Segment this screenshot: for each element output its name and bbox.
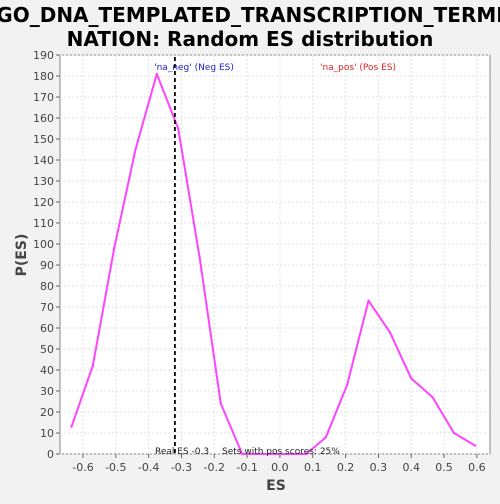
y-tick-label: 60 [40, 322, 54, 335]
x-tick-label: -0.4 [138, 461, 159, 474]
chart-title-line-2: NATION: Random ES distribution [67, 27, 434, 51]
data-point [304, 452, 308, 456]
chart-title-line-1: GO_DNA_TEMPLATED_TRANSCRIPTION_TERMI [0, 3, 500, 27]
x-tick-label: 0.6 [468, 461, 486, 474]
x-tick-label: 0.4 [402, 461, 420, 474]
x-tick-label: 0.0 [271, 461, 289, 474]
series-line [70, 72, 476, 455]
data-point [346, 383, 349, 386]
x-tick-label: 0.5 [435, 461, 453, 474]
y-tick-label: 100 [33, 238, 54, 251]
plot-area [59, 54, 491, 455]
x-tick-label: 0.3 [370, 461, 388, 474]
y-tick-label: 0 [47, 448, 54, 461]
x-tick-label: -0.1 [236, 461, 257, 474]
neg-es-label: 'na_neg' (Neg ES) [154, 63, 234, 73]
x-tick-label: 0.1 [304, 461, 322, 474]
y-tick-label: 150 [33, 133, 54, 146]
data-point [367, 299, 370, 302]
data-point [176, 127, 180, 130]
pos-es-label: 'na_pos' (Pos ES) [320, 63, 396, 73]
y-tick-label: 90 [40, 259, 54, 272]
y-tick-label: 80 [40, 280, 54, 293]
data-point [91, 364, 95, 367]
y-tick-label: 10 [40, 427, 54, 440]
x-tick-label: 0.2 [337, 461, 355, 474]
data-point [198, 255, 201, 258]
data-point [431, 396, 434, 399]
y-tick-label: 170 [33, 91, 54, 104]
y-tick-label: 130 [33, 175, 54, 188]
data-point [262, 452, 265, 456]
data-point [324, 436, 328, 439]
data-point [70, 425, 73, 428]
real-es-text: Real ES -0.3 [155, 447, 209, 457]
y-tick-label: 180 [33, 70, 54, 83]
x-axis-label: ES [266, 478, 286, 494]
y-tick-label: 50 [40, 343, 54, 356]
sets-with-pos-text: Sets with pos scores: 25% [222, 447, 340, 457]
y-tick-label: 110 [33, 217, 54, 230]
x-ticks: -0.6 -0.5 -0.4 -0.3 -0.2 -0.1 0.0 0.1 0.2 0.3 0.4 0… [72, 454, 486, 474]
y-tick-label: 120 [33, 196, 54, 209]
data-point [410, 377, 413, 380]
data-point [219, 402, 223, 405]
data-point [388, 331, 392, 334]
y-tick-label: 20 [40, 406, 54, 419]
data-point [474, 444, 477, 447]
y-axis-label: P(ES) [14, 234, 30, 277]
y-tick-label: 140 [33, 154, 54, 167]
y-tick-label: 160 [33, 112, 54, 125]
data-point [155, 72, 159, 76]
y-tick-label: 190 [33, 49, 54, 62]
x-tick-label: -0.6 [72, 461, 93, 474]
data-point [240, 452, 244, 456]
data-point [283, 452, 287, 456]
y-ticks: 0 10 20 30 40 50 60 70 80 90 100 110 120 130 140 150 160… [33, 49, 60, 461]
x-tick-label: -0.5 [105, 461, 126, 474]
series-layer [70, 57, 477, 456]
y-tick-label: 40 [40, 364, 54, 377]
data-point [134, 148, 137, 151]
data-point [112, 247, 116, 250]
x-tick-label: -0.2 [204, 461, 225, 474]
x-tick-label: -0.3 [171, 461, 192, 474]
y-tick-label: 30 [40, 385, 54, 398]
data-point [452, 431, 456, 435]
y-tick-label: 70 [40, 301, 54, 314]
